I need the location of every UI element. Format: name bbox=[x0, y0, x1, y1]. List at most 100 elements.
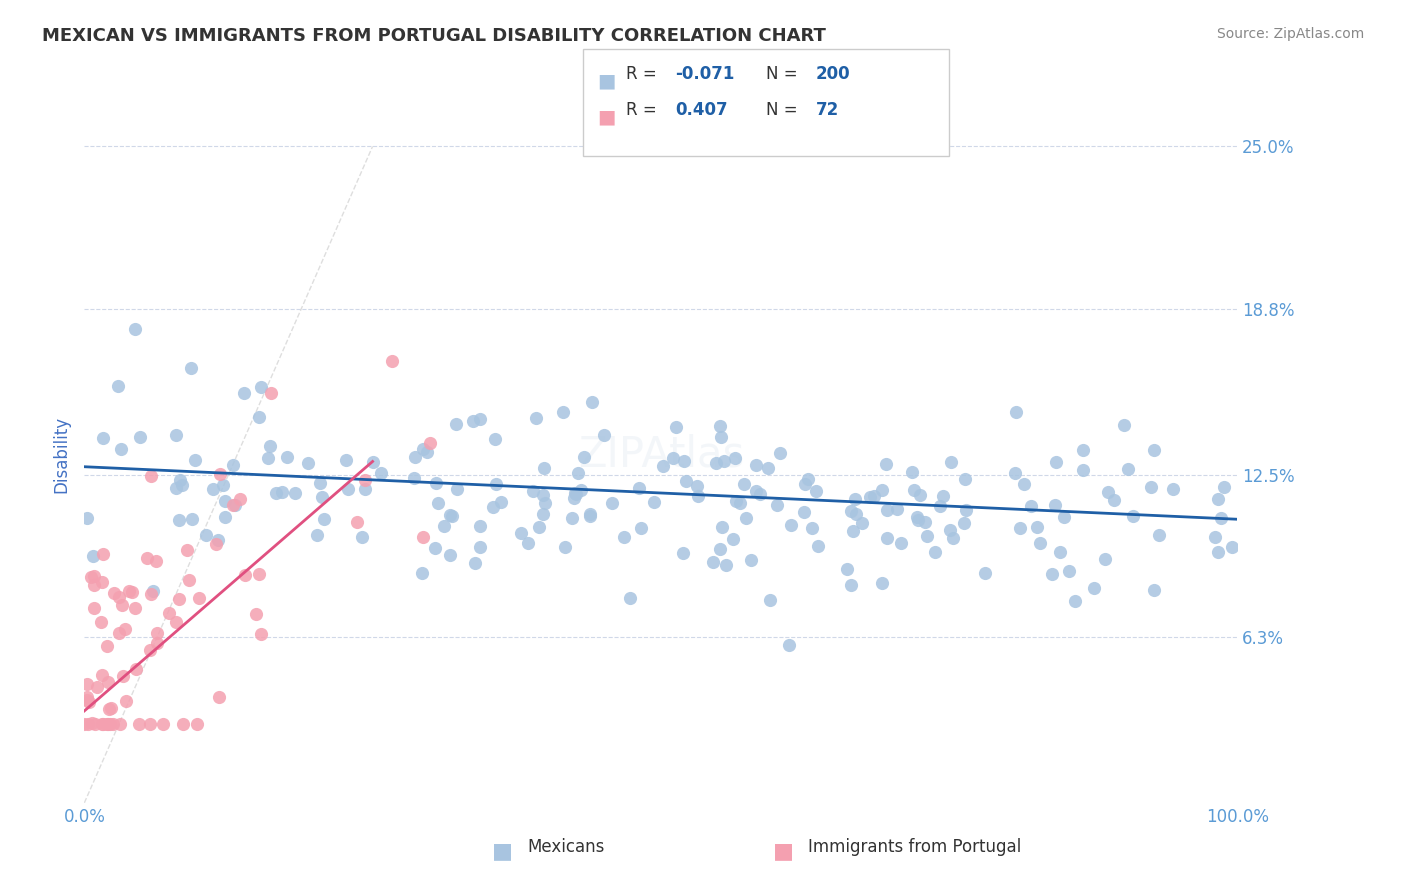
Point bbox=[973, 566, 995, 580]
Point bbox=[793, 506, 815, 520]
Text: Source: ZipAtlas.com: Source: ZipAtlas.com bbox=[1216, 27, 1364, 41]
Point bbox=[1005, 405, 1028, 419]
Point bbox=[446, 482, 468, 496]
Point bbox=[114, 622, 136, 636]
Point bbox=[481, 500, 503, 515]
Point bbox=[440, 508, 463, 523]
Point bbox=[725, 494, 748, 508]
Text: MEXICAN VS IMMIGRANTS FROM PORTUGAL DISABILITY CORRELATION CHART: MEXICAN VS IMMIGRANTS FROM PORTUGAL DISA… bbox=[42, 27, 827, 45]
Point bbox=[110, 717, 132, 731]
Point bbox=[745, 483, 768, 498]
Point bbox=[702, 555, 724, 569]
Point bbox=[152, 717, 174, 731]
Point bbox=[247, 566, 270, 581]
Point bbox=[1209, 511, 1232, 525]
Point bbox=[404, 471, 426, 485]
Point bbox=[425, 476, 447, 491]
Point bbox=[404, 450, 426, 464]
Point bbox=[91, 667, 114, 681]
Point bbox=[1094, 552, 1116, 566]
Point bbox=[517, 536, 540, 550]
Point bbox=[423, 541, 446, 555]
Point bbox=[305, 528, 328, 542]
Point bbox=[527, 519, 550, 533]
Point bbox=[98, 702, 121, 716]
Text: 0.407: 0.407 bbox=[675, 101, 727, 119]
Point bbox=[793, 477, 815, 491]
Point bbox=[574, 450, 596, 464]
Point bbox=[96, 717, 118, 731]
Point bbox=[1045, 455, 1067, 469]
Point bbox=[245, 607, 267, 621]
Point bbox=[1064, 594, 1087, 608]
Point bbox=[91, 717, 114, 731]
Point bbox=[1122, 509, 1144, 524]
Point bbox=[578, 508, 600, 522]
Point bbox=[259, 439, 281, 453]
Text: ■: ■ bbox=[492, 841, 513, 861]
Point bbox=[1147, 527, 1170, 541]
Point bbox=[439, 548, 461, 562]
Point bbox=[485, 477, 508, 491]
Point bbox=[172, 477, 194, 491]
Point bbox=[110, 599, 132, 613]
Point bbox=[561, 511, 583, 525]
Text: ■: ■ bbox=[773, 841, 794, 861]
Point bbox=[224, 498, 246, 512]
Point bbox=[744, 458, 766, 473]
Point bbox=[643, 495, 665, 509]
Point bbox=[533, 488, 555, 502]
Point bbox=[932, 489, 955, 503]
Point bbox=[336, 482, 359, 496]
Point bbox=[593, 427, 616, 442]
Point bbox=[800, 521, 823, 535]
Point bbox=[533, 496, 555, 510]
Point bbox=[845, 507, 868, 521]
Point bbox=[121, 584, 143, 599]
Point bbox=[901, 466, 924, 480]
Point bbox=[128, 717, 150, 731]
Point bbox=[180, 360, 202, 375]
Point bbox=[208, 467, 231, 481]
Text: Mexicans: Mexicans bbox=[527, 838, 605, 856]
Point bbox=[83, 578, 105, 592]
Point bbox=[565, 486, 588, 500]
Point bbox=[176, 543, 198, 558]
Point bbox=[953, 472, 976, 486]
Point bbox=[380, 354, 402, 368]
Point bbox=[297, 456, 319, 470]
Point bbox=[804, 483, 827, 498]
Point bbox=[183, 453, 205, 467]
Point bbox=[96, 639, 118, 653]
Point bbox=[177, 573, 200, 587]
Point bbox=[83, 569, 105, 583]
Point bbox=[652, 458, 675, 473]
Point bbox=[415, 445, 437, 459]
Point bbox=[675, 474, 697, 488]
Point bbox=[890, 535, 912, 549]
Point bbox=[569, 483, 592, 497]
Y-axis label: Disability: Disability bbox=[52, 417, 70, 493]
Point bbox=[111, 669, 134, 683]
Point bbox=[1104, 493, 1126, 508]
Point bbox=[903, 483, 925, 497]
Point bbox=[842, 524, 865, 538]
Point bbox=[531, 507, 554, 521]
Text: 200: 200 bbox=[815, 65, 851, 83]
Text: R =: R = bbox=[626, 101, 662, 119]
Point bbox=[433, 519, 456, 533]
Point bbox=[1029, 535, 1052, 549]
Point bbox=[346, 515, 368, 529]
Text: Immigrants from Portugal: Immigrants from Portugal bbox=[808, 838, 1022, 856]
Point bbox=[76, 692, 98, 706]
Point bbox=[228, 491, 250, 506]
Point bbox=[876, 503, 898, 517]
Point bbox=[1053, 510, 1076, 524]
Point bbox=[284, 486, 307, 500]
Point bbox=[716, 558, 738, 573]
Point bbox=[221, 498, 243, 512]
Point bbox=[844, 491, 866, 506]
Point bbox=[370, 466, 392, 480]
Point bbox=[142, 583, 165, 598]
Point bbox=[613, 530, 636, 544]
